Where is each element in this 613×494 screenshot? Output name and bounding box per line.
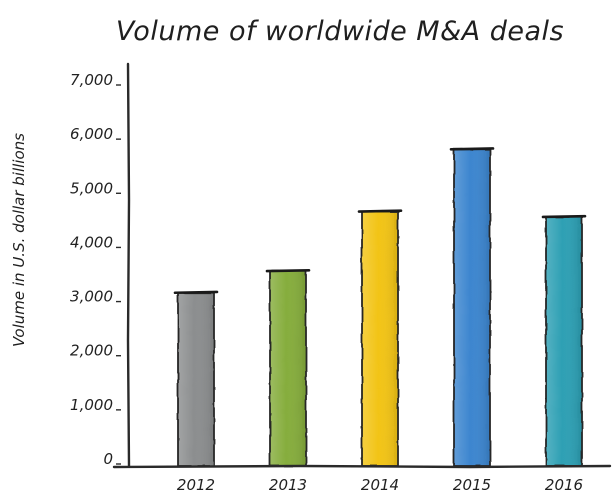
- x-axis: [112, 464, 612, 469]
- bars: [173, 147, 587, 467]
- x-tick-label-2014: 2014: [361, 476, 399, 494]
- x-tick-label-2016: 2016: [545, 476, 583, 494]
- bar-wash-2014: [363, 212, 397, 465]
- bar-cap-2012: [173, 290, 219, 295]
- x-tick-label-2013: 2013: [269, 476, 307, 494]
- x-tick-label-2012: 2012: [177, 476, 215, 494]
- y-tick-label-3-000: 3,000: [70, 288, 113, 306]
- bar-cap-2015: [449, 147, 495, 151]
- y-tick-label-4-000: 4,000: [70, 233, 113, 251]
- bar-cap-2014: [357, 209, 403, 213]
- x-axis-ticks: 2012 2013 2014 2015 2016: [177, 476, 583, 494]
- y-tick-label-1-000: 1,000: [70, 396, 113, 414]
- y-tick-label-6-000: 6,000: [70, 125, 113, 143]
- bar-wash-2015: [455, 150, 489, 465]
- x-tick-label-2015: 2015: [453, 476, 491, 494]
- bar-wash-2016: [547, 217, 581, 465]
- y-axis-ticks: 0 1,000 2,000 3,000 4,000 5,000 6,000 7,000: [70, 71, 121, 468]
- y-tick-label-5-000: 5,000: [70, 179, 113, 197]
- bar-wash-2012: [179, 293, 213, 465]
- y-tick-label-7-000: 7,000: [70, 71, 113, 89]
- y-tick-label-2-000: 2,000: [70, 342, 113, 360]
- y-axis: [126, 62, 131, 468]
- bar-cap-2016: [541, 214, 587, 219]
- y-tick-label-0: 0: [103, 450, 113, 468]
- bar-wash-2013: [271, 272, 305, 465]
- bar-cap-2013: [265, 268, 311, 273]
- chart-title: Volume of worldwide M&A deals: [116, 16, 564, 47]
- y-axis-label: Volume in U.S. dollar billions: [10, 133, 28, 347]
